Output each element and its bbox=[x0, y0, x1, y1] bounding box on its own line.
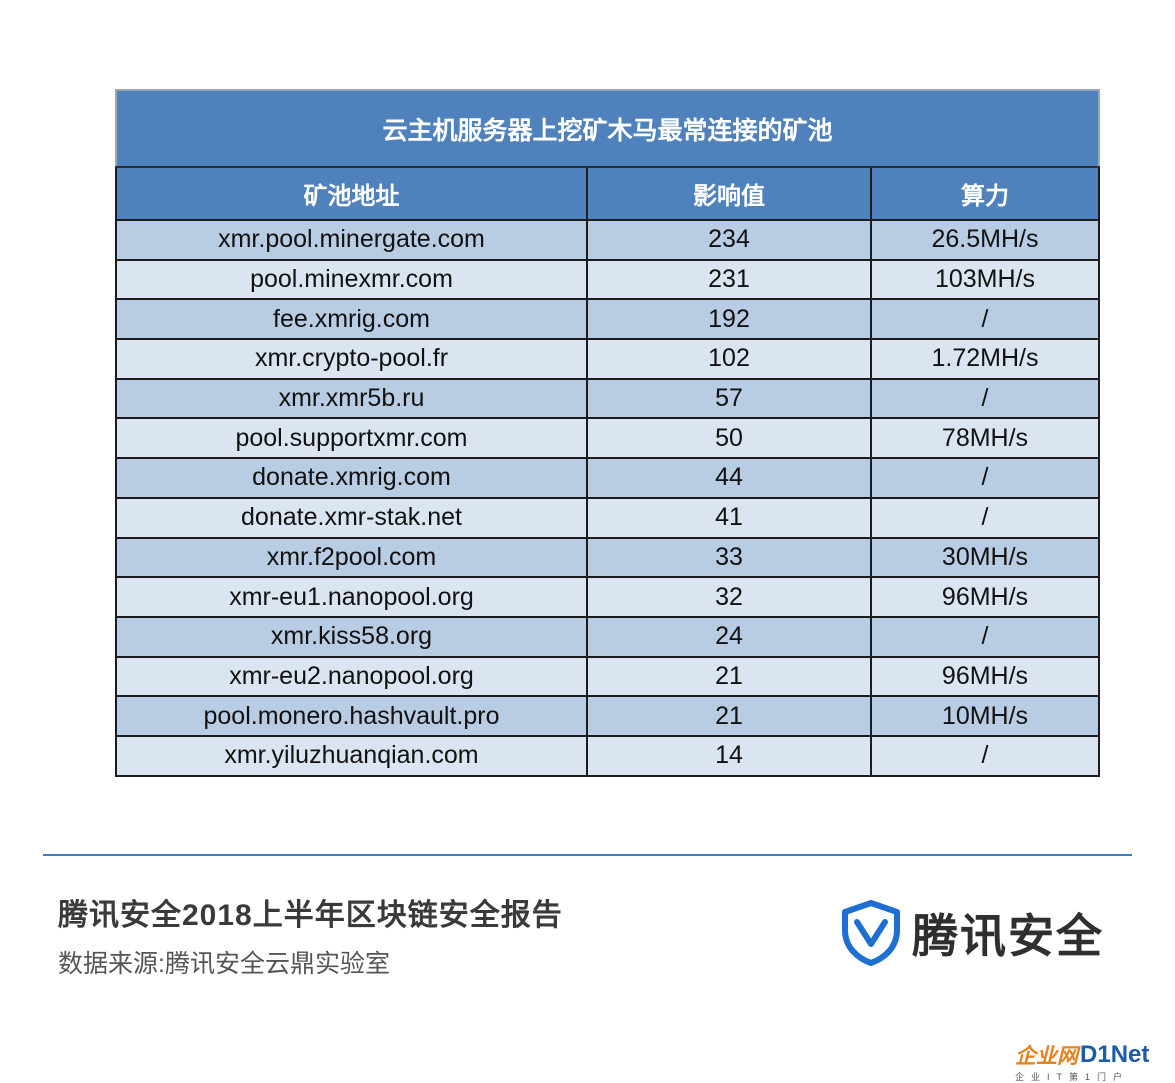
watermark-subtitle: 企业IT第1门户 bbox=[1015, 1072, 1130, 1082]
table-row: pool.minexmr.com 231 103MH/s bbox=[115, 258, 1100, 301]
cell-pool-address: pool.supportxmr.com bbox=[115, 417, 588, 460]
cell-impact: 57 bbox=[586, 377, 872, 420]
cell-impact: 234 bbox=[586, 219, 872, 261]
cell-impact: 32 bbox=[586, 576, 872, 618]
report-title: 腾讯安全2018上半年区块链安全报告 bbox=[58, 899, 563, 932]
cell-pool-address: xmr-eu1.nanopool.org bbox=[115, 576, 588, 618]
mining-pool-table: 云主机服务器上挖矿木马最常连接的矿池 矿池地址 影响值 算力 xmr.pool.… bbox=[115, 89, 1100, 777]
cell-hashrate: 78MH/s bbox=[870, 417, 1100, 460]
cell-hashrate: / bbox=[870, 457, 1100, 499]
cell-hashrate: 96MH/s bbox=[870, 576, 1100, 618]
table-row: xmr.f2pool.com 33 30MH/s bbox=[115, 536, 1100, 579]
cell-pool-address: xmr.pool.minergate.com bbox=[115, 219, 588, 261]
site-watermark: 企业网 D1 Net 企业IT第1门户 bbox=[1015, 1041, 1175, 1083]
table-body: xmr.pool.minergate.com 234 26.5MH/s pool.mi… bbox=[115, 219, 1100, 777]
column-header-pool-address: 矿池地址 bbox=[115, 166, 588, 221]
cell-pool-address: xmr.xmr5b.ru bbox=[115, 377, 588, 420]
footer-divider bbox=[43, 854, 1132, 856]
table-row: pool.monero.hashvault.pro 21 10MH/s bbox=[115, 695, 1100, 737]
cell-pool-address: xmr.crypto-pool.fr bbox=[115, 338, 588, 380]
table-row: xmr-eu1.nanopool.org 32 96MH/s bbox=[115, 576, 1100, 618]
cell-pool-address: donate.xmr-stak.net bbox=[115, 496, 588, 539]
cell-hashrate: / bbox=[870, 615, 1100, 658]
cell-hashrate: 96MH/s bbox=[870, 655, 1100, 698]
cell-impact: 231 bbox=[586, 258, 872, 301]
table-row: xmr-eu2.nanopool.org 21 96MH/s bbox=[115, 655, 1100, 698]
cell-pool-address: xmr-eu2.nanopool.org bbox=[115, 655, 588, 698]
cell-hashrate: / bbox=[870, 496, 1100, 539]
cell-pool-address: xmr.f2pool.com bbox=[115, 536, 588, 579]
column-header-impact: 影响值 bbox=[586, 166, 872, 221]
table-row: donate.xmr-stak.net 41/ bbox=[115, 496, 1100, 539]
cell-impact: 33 bbox=[586, 536, 872, 579]
table-row: xmr.pool.minergate.com 234 26.5MH/s bbox=[115, 219, 1100, 261]
cell-pool-address: donate.xmrig.com bbox=[115, 457, 588, 499]
brand-logo: 腾讯安全 bbox=[840, 898, 1104, 968]
shield-check-icon bbox=[842, 900, 900, 966]
cell-hashrate: 1.72MH/s bbox=[870, 338, 1100, 380]
cell-hashrate: / bbox=[870, 734, 1100, 777]
cell-hashrate: 26.5MH/s bbox=[870, 219, 1100, 261]
cell-impact: 24 bbox=[586, 615, 872, 658]
cell-hashrate: 10MH/s bbox=[870, 695, 1100, 737]
cell-hashrate: 103MH/s bbox=[870, 258, 1100, 301]
table-row: xmr.crypto-pool.fr 102 1.72MH/s bbox=[115, 338, 1100, 380]
table-row: xmr.yiluzhuanqian.com 14/ bbox=[115, 734, 1100, 777]
cell-pool-address: fee.xmrig.com bbox=[115, 298, 588, 341]
watermark-d1: D1 bbox=[1080, 1041, 1111, 1068]
cell-impact: 21 bbox=[586, 695, 872, 737]
cell-hashrate: / bbox=[870, 377, 1100, 420]
brand-name: 腾讯安全 bbox=[912, 910, 1104, 962]
watermark-net: Net bbox=[1110, 1041, 1150, 1068]
cell-impact: 50 bbox=[586, 417, 872, 460]
cell-impact: 14 bbox=[586, 734, 872, 777]
cell-hashrate: / bbox=[870, 298, 1100, 341]
table-row: pool.supportxmr.com 50 78MH/s bbox=[115, 417, 1100, 460]
cell-impact: 41 bbox=[586, 496, 872, 539]
cell-impact: 192 bbox=[586, 298, 872, 341]
cell-hashrate: 30MH/s bbox=[870, 536, 1100, 579]
cell-impact: 44 bbox=[586, 457, 872, 499]
table-title: 云主机服务器上挖矿木马最常连接的矿池 bbox=[115, 89, 1100, 168]
table-row: fee.xmrig.com 192/ bbox=[115, 298, 1100, 341]
table-row: xmr.xmr5b.ru 57/ bbox=[115, 377, 1100, 420]
cell-pool-address: xmr.yiluzhuanqian.com bbox=[115, 734, 588, 777]
cell-pool-address: pool.monero.hashvault.pro bbox=[115, 695, 588, 737]
cell-impact: 102 bbox=[586, 338, 872, 380]
cell-pool-address: pool.minexmr.com bbox=[115, 258, 588, 301]
table-row: xmr.kiss58.org 24/ bbox=[115, 615, 1100, 658]
watermark-cn: 企业网 bbox=[1015, 1045, 1078, 1068]
column-header-hashrate: 算力 bbox=[870, 166, 1100, 221]
data-source: 数据来源:腾讯安全云鼎实验室 bbox=[58, 950, 390, 978]
cell-pool-address: xmr.kiss58.org bbox=[115, 615, 588, 658]
cell-impact: 21 bbox=[586, 655, 872, 698]
table-row: donate.xmrig.com 44/ bbox=[115, 457, 1100, 499]
